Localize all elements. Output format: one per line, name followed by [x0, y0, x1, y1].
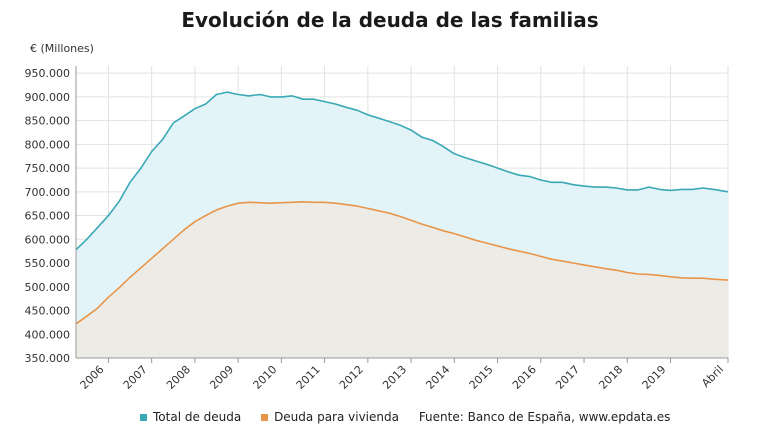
y-tick-labels: 350.000 400.000 450.000 500.000 550.000 600.0… [25, 67, 71, 365]
x-tick-label: 2017 [553, 363, 582, 392]
x-tick-label: 2007 [121, 363, 150, 392]
x-tick-label: Abril [699, 363, 726, 390]
x-tick-label: 2011 [294, 363, 323, 392]
legend-item-total[interactable]: Total de deuda [140, 410, 241, 424]
legend-swatch-vivienda [261, 414, 269, 421]
x-tick-label: 2018 [596, 363, 625, 392]
x-tick-label: 2015 [467, 363, 496, 392]
chart-title: Evolución de la deuda de las familias [181, 8, 599, 32]
y-tick-label: 950.000 [25, 67, 71, 80]
y-tick-label: 550.000 [25, 257, 71, 270]
legend-swatch-total [140, 414, 147, 421]
source-note: Fuente: Banco de España, www.epdata.es [418, 410, 671, 424]
y-tick-label: 600.000 [25, 233, 71, 246]
y-tick-label: 900.000 [25, 91, 71, 104]
legend-label-vivienda: Deuda para vivienda [274, 410, 399, 424]
y-tick-label: 650.000 [25, 210, 71, 223]
legend: Total de deuda Deuda para vivienda Fuent… [140, 410, 686, 424]
series-line-deuda-para-vivienda [75, 201, 729, 325]
x-tick-label: 2010 [251, 363, 280, 392]
x-tick-label: 2013 [380, 363, 409, 392]
y-tick-label: 850.000 [25, 115, 71, 128]
x-tick-label: 2014 [423, 363, 452, 392]
y-tick-label: 350.000 [25, 352, 71, 365]
area-deuda-para-vivienda [76, 201, 728, 358]
x-tick-label: 2008 [164, 363, 193, 392]
x-tick-label: 2009 [207, 363, 236, 392]
y-tick-label: 400.000 [25, 328, 71, 341]
x-tick-label: 2016 [510, 363, 539, 392]
x-tick-label: 2012 [337, 363, 366, 392]
legend-label-total: Total de deuda [153, 410, 242, 424]
y-axis-unit-label: € (Millones) [30, 42, 94, 55]
y-tick-label: 450.000 [25, 305, 71, 318]
area-layer [76, 92, 728, 358]
axis-layer [75, 66, 729, 363]
y-tick-label: 500.000 [25, 281, 71, 294]
x-tick-labels: 2006 2007 2008 2009 2010 2011 2012 2013 2014 2015… [78, 363, 727, 392]
legend-item-vivienda[interactable]: Deuda para vivienda [261, 410, 399, 424]
x-tick-label: 2019 [640, 363, 669, 392]
y-tick-label: 750.000 [25, 162, 71, 175]
y-tick-label: 700.000 [25, 186, 71, 199]
series-line-total-de-deuda [75, 91, 729, 251]
y-tick-label: 800.000 [25, 138, 71, 151]
x-tick-label: 2006 [78, 363, 107, 392]
line-layer [75, 91, 729, 325]
